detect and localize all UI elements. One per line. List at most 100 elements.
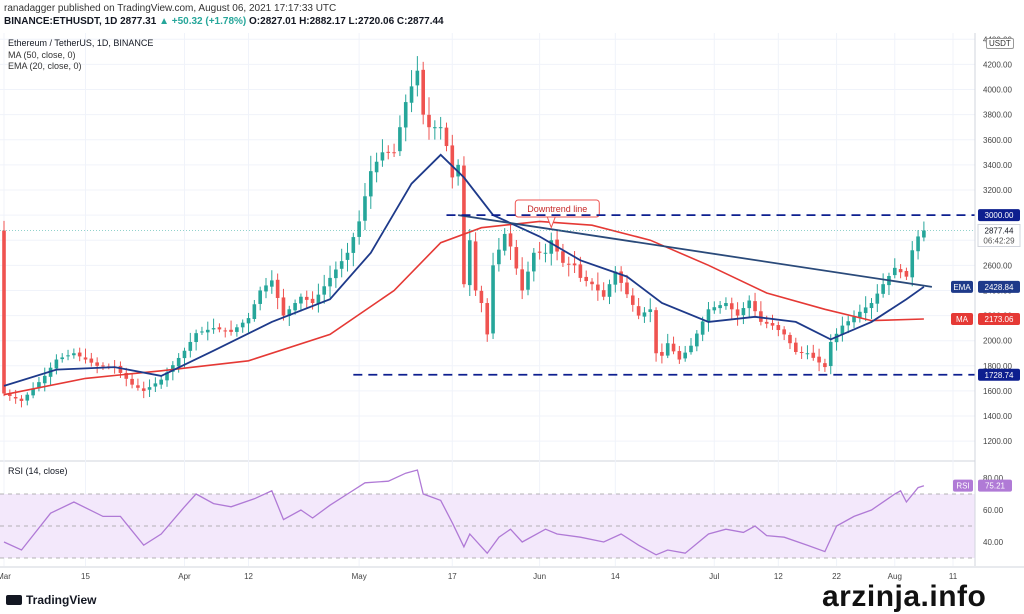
candle[interactable] (240, 322, 245, 328)
candle[interactable] (205, 329, 210, 333)
candle[interactable] (916, 236, 920, 252)
candle[interactable] (770, 323, 775, 326)
candle[interactable] (368, 171, 373, 197)
candle[interactable] (188, 341, 193, 351)
candle[interactable] (904, 270, 909, 277)
candle[interactable] (811, 352, 816, 358)
candle[interactable] (182, 350, 187, 359)
downtrend-line[interactable] (457, 214, 933, 288)
candle[interactable] (526, 271, 530, 290)
candle[interactable] (863, 307, 868, 314)
candle[interactable] (741, 308, 746, 316)
candle[interactable] (171, 365, 175, 372)
candle[interactable] (834, 333, 839, 343)
candle[interactable] (706, 309, 711, 322)
candle[interactable] (677, 351, 682, 360)
candle[interactable] (764, 321, 769, 324)
candle[interactable] (712, 307, 717, 311)
candle[interactable] (718, 305, 722, 309)
candle[interactable] (840, 325, 845, 335)
candle[interactable] (427, 114, 431, 128)
candle[interactable] (724, 303, 728, 307)
candle[interactable] (636, 306, 641, 316)
candle[interactable] (200, 331, 204, 333)
candle[interactable] (561, 251, 565, 263)
candle[interactable] (217, 327, 222, 330)
candle[interactable] (83, 357, 88, 360)
candle[interactable] (433, 127, 437, 129)
candle[interactable] (287, 309, 292, 316)
candle[interactable] (159, 379, 164, 385)
candle[interactable] (555, 239, 559, 252)
candle[interactable] (322, 286, 327, 295)
candle[interactable] (153, 383, 158, 387)
candle[interactable] (124, 372, 129, 379)
currency-badge[interactable]: USDT (986, 38, 1014, 49)
candle[interactable] (846, 321, 851, 326)
candle[interactable] (479, 290, 484, 304)
candle[interactable] (386, 151, 391, 153)
candle[interactable] (735, 309, 740, 316)
candle[interactable] (572, 263, 577, 266)
candle[interactable] (211, 328, 216, 330)
candle[interactable] (654, 310, 658, 354)
candle[interactable] (89, 358, 94, 363)
candle[interactable] (776, 325, 781, 331)
candle[interactable] (31, 388, 35, 396)
candle[interactable] (485, 303, 490, 335)
candle[interactable] (130, 378, 134, 385)
candle[interactable] (380, 152, 385, 161)
candle[interactable] (910, 250, 915, 278)
candle[interactable] (462, 165, 466, 285)
candle[interactable] (101, 365, 105, 367)
candle[interactable] (37, 382, 41, 389)
candle[interactable] (415, 70, 420, 86)
candle[interactable] (77, 352, 82, 357)
candle[interactable] (566, 263, 571, 265)
candle[interactable] (665, 343, 670, 356)
candle[interactable] (607, 284, 612, 297)
candle[interactable] (357, 221, 361, 237)
candle[interactable] (648, 309, 653, 313)
candle[interactable] (660, 352, 664, 356)
candle[interactable] (514, 247, 519, 269)
candle[interactable] (473, 241, 478, 291)
candle[interactable] (252, 304, 257, 319)
candle[interactable] (147, 387, 152, 390)
candle[interactable] (403, 102, 408, 128)
candle[interactable] (176, 357, 181, 367)
candle[interactable] (782, 329, 786, 335)
candle[interactable] (805, 353, 810, 355)
candle[interactable] (328, 277, 332, 287)
candle[interactable] (438, 127, 443, 129)
candle[interactable] (596, 284, 600, 291)
candle[interactable] (363, 196, 367, 221)
candle[interactable] (246, 318, 251, 324)
candle[interactable] (695, 333, 699, 347)
candle[interactable] (258, 290, 262, 304)
candle[interactable] (223, 330, 228, 332)
candle[interactable] (817, 356, 821, 363)
candle[interactable] (60, 357, 65, 360)
candle[interactable] (497, 249, 501, 265)
candle[interactable] (165, 372, 169, 381)
candle[interactable] (54, 359, 59, 369)
candle[interactable] (13, 397, 18, 399)
candle[interactable] (869, 303, 874, 309)
candle[interactable] (502, 233, 507, 251)
candle[interactable] (543, 252, 548, 254)
candle[interactable] (642, 312, 647, 317)
candle[interactable] (823, 363, 827, 368)
candle[interactable] (881, 284, 885, 294)
candle[interactable] (421, 69, 425, 115)
candle[interactable] (392, 152, 396, 154)
candle[interactable] (625, 282, 629, 295)
candle[interactable] (590, 281, 594, 285)
candle[interactable] (671, 343, 676, 352)
candle[interactable] (532, 252, 536, 272)
candle[interactable] (351, 237, 356, 253)
candle[interactable] (537, 251, 542, 253)
candle[interactable] (66, 355, 70, 357)
candle[interactable] (25, 394, 30, 401)
